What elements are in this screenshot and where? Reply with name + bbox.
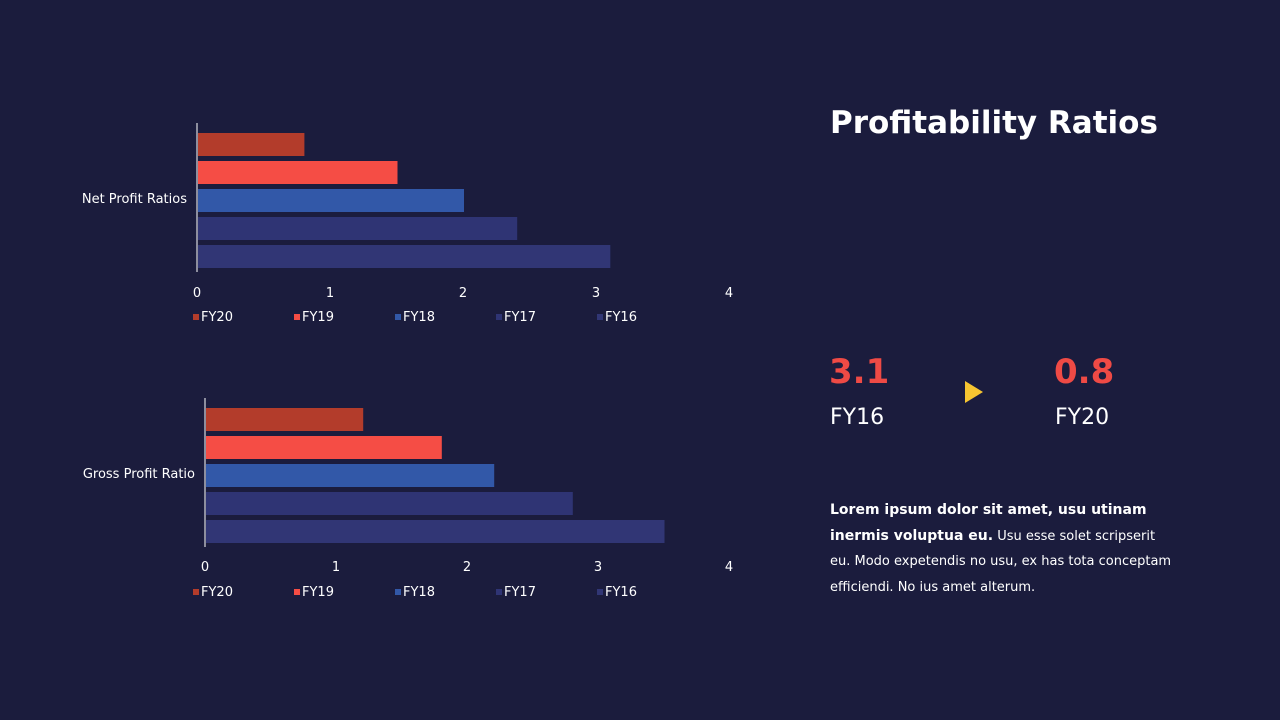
kpi-end-label: FY20: [1055, 405, 1110, 430]
legend-swatch-fy18: [395, 589, 401, 595]
bar-fy16: [198, 245, 611, 268]
play-arrow-icon: [965, 381, 983, 403]
legend-swatch-fy16: [597, 589, 603, 595]
legend-swatch-fy19: [294, 589, 300, 595]
legend-swatch-fy20: [193, 589, 199, 595]
legend-swatch-fy19: [294, 314, 300, 320]
category-label: Gross Profit Ratio: [83, 467, 195, 482]
description-bold: Lorem ipsum dolor sit amet, usu utinam i…: [830, 502, 1147, 544]
legend-swatch-fy18: [395, 314, 401, 320]
legend-label-fy18: FY18: [403, 585, 435, 600]
kpi-start-label: FY16: [830, 405, 885, 430]
bar-fy18: [198, 189, 464, 212]
bar-fy19: [206, 436, 442, 459]
legend-label-fy18: FY18: [403, 310, 435, 325]
bar-fy16: [206, 520, 665, 543]
legend-label-fy16: FY16: [605, 310, 637, 325]
x-tick-label: 1: [332, 560, 340, 575]
net-profit-chart: Net Profit Ratios 0 1 2 3 4 FY20 FY19 FY18 FY17 FY…: [0, 110, 780, 340]
x-tick-label: 3: [592, 286, 600, 301]
legend-swatch-fy20: [193, 314, 199, 320]
x-tick-label: 0: [201, 560, 209, 575]
legend-swatch-fy17: [496, 314, 502, 320]
legend-label-fy19: FY19: [302, 585, 334, 600]
legend-label-fy16: FY16: [605, 585, 637, 600]
description-regular: Usu esse solet scripserit eu. Modo expet…: [830, 528, 1172, 595]
gross-profit-chart-svg: Gross Profit Ratio 0 1 2 3 4 FY20 FY19 FY18 FY17 F…: [83, 398, 733, 600]
x-tick-label: 3: [594, 560, 602, 575]
legend-label-fy20: FY20: [201, 585, 233, 600]
bar-fy18: [206, 464, 495, 487]
gross-profit-chart: Gross Profit Ratio 0 1 2 3 4 FY20 FY19 FY18 FY17 F…: [0, 385, 780, 615]
bar-fy20: [206, 408, 364, 431]
net-profit-chart-svg: Net Profit Ratios 0 1 2 3 4 FY20 FY19 FY18 FY17 FY…: [82, 123, 733, 325]
x-tick-label: 0: [193, 286, 201, 301]
kpi-end-value: 0.8: [1054, 352, 1115, 392]
kpi-start-value: 3.1: [829, 352, 890, 392]
bar-fy20: [198, 133, 305, 156]
description-paragraph: Lorem ipsum dolor sit amet, usu utinam i…: [830, 498, 1175, 600]
x-tick-label: 2: [463, 560, 471, 575]
x-tick-label: 4: [725, 286, 733, 301]
bar-fy17: [198, 217, 518, 240]
page-title: Profitability Ratios: [830, 105, 1158, 141]
legend-label-fy20: FY20: [201, 310, 233, 325]
x-tick-label: 4: [725, 560, 733, 575]
bar-fy19: [198, 161, 398, 184]
x-tick-label: 2: [459, 286, 467, 301]
legend-label-fy17: FY17: [504, 310, 536, 325]
legend-label-fy19: FY19: [302, 310, 334, 325]
legend-label-fy17: FY17: [504, 585, 536, 600]
legend-swatch-fy16: [597, 314, 603, 320]
bar-fy17: [206, 492, 573, 515]
category-label: Net Profit Ratios: [82, 192, 187, 207]
x-tick-label: 1: [326, 286, 334, 301]
legend-swatch-fy17: [496, 589, 502, 595]
